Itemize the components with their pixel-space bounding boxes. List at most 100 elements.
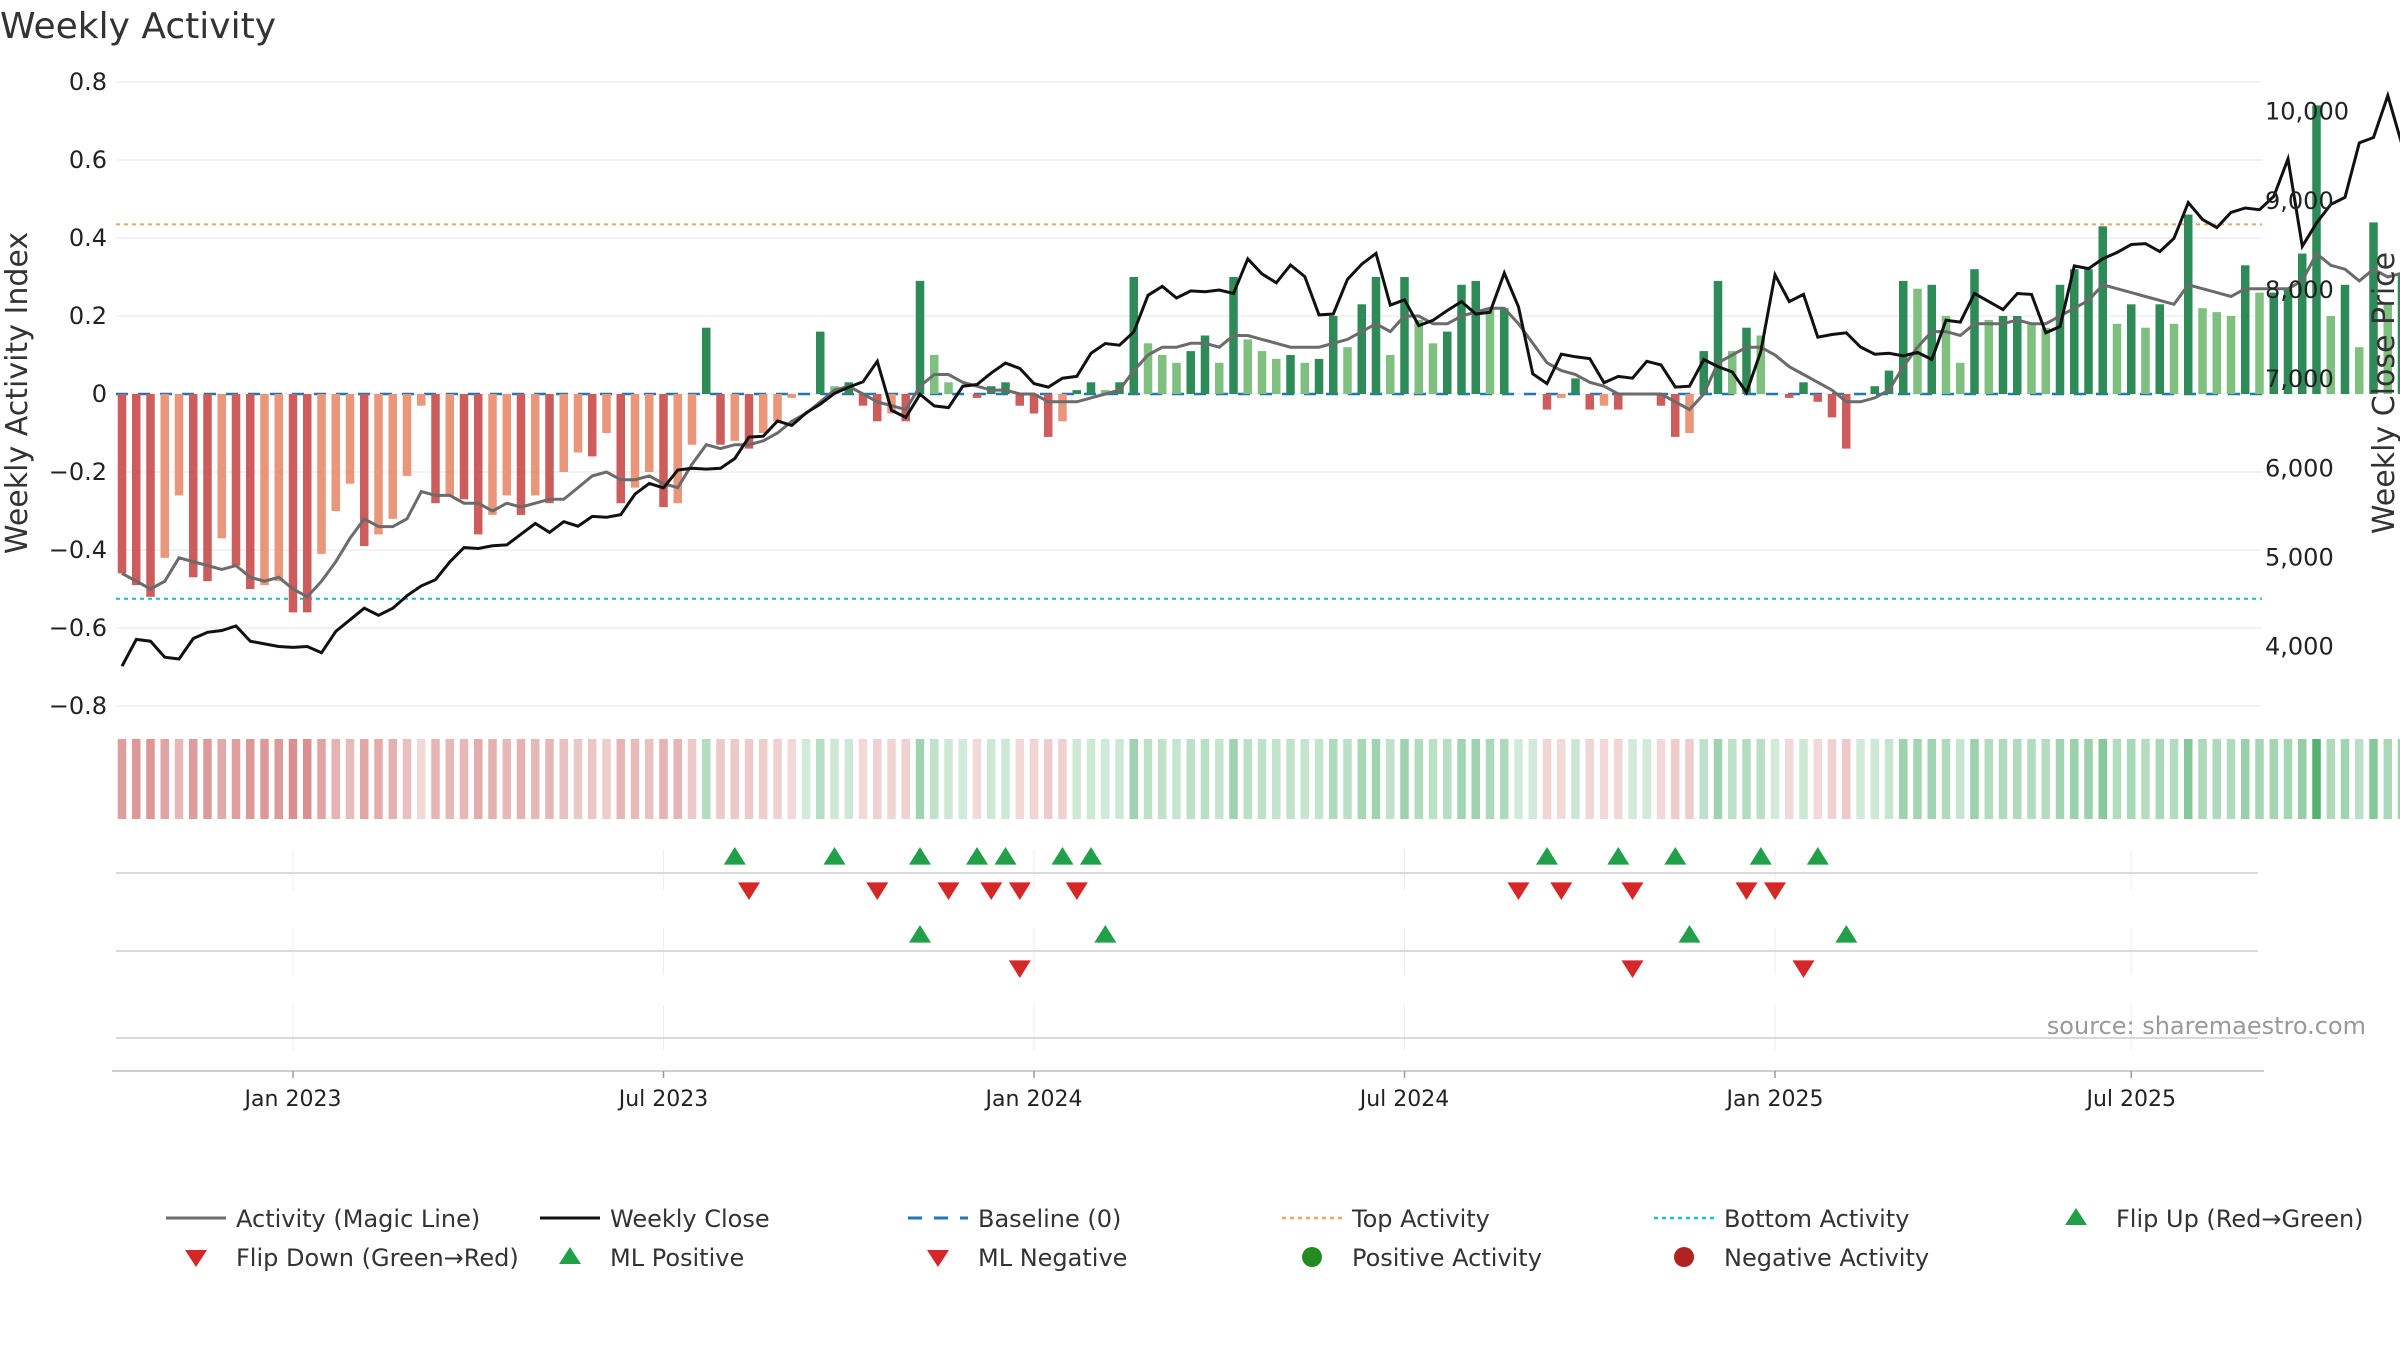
activity-bar: [1799, 382, 1808, 394]
y-axis-ticks: −0.8 −0.6 −0.4 −0.2 0 0.2 0.4 0.6 0.8 4,000 5,000 6…: [49, 68, 2349, 720]
heat-cell: [545, 739, 554, 819]
activity-bar: [1699, 351, 1708, 394]
activity-bar: [887, 394, 896, 414]
heat-cell: [1029, 739, 1039, 819]
heat-cell: [1614, 739, 1623, 819]
activity-bar: [1756, 335, 1765, 394]
legend-label: Activity (Magic Line): [236, 1205, 480, 1233]
activity-bar: [1158, 355, 1167, 394]
activity-bar: [1842, 394, 1851, 449]
heat-cell: [2255, 739, 2264, 819]
activity-bar: [2226, 316, 2236, 394]
heat-cell: [531, 739, 540, 819]
activity-bar: [431, 394, 440, 504]
activity-bar: [1286, 355, 1295, 394]
y-left-tick-label: 0.8: [69, 68, 107, 96]
heat-cell: [2127, 739, 2136, 819]
heat-cell: [1856, 739, 1865, 819]
x-tick-label: Jan 2025: [1725, 1087, 1824, 1112]
heat-cell: [502, 739, 511, 819]
heat-cell: [2098, 739, 2107, 819]
y-right-tick-label: 5,000: [2265, 543, 2334, 571]
flip-down-marker: [937, 882, 960, 900]
legend-swatch-up-triangle: [2065, 1208, 2087, 1225]
heat-cell: [730, 739, 739, 819]
flip-down-marker: [738, 882, 760, 900]
flip-up-marker: [966, 847, 988, 865]
heat-cell: [1243, 739, 1252, 819]
flip-up-marker: [909, 847, 931, 865]
heat-cell: [431, 739, 440, 819]
activity-bar: [174, 394, 184, 496]
heat-cell: [573, 739, 583, 819]
activity-bar: [1357, 304, 1366, 394]
activity-bar: [345, 394, 355, 484]
heat-cell: [901, 739, 910, 819]
activity-bar: [816, 331, 825, 394]
heat-cell: [1329, 739, 1338, 819]
activity-bar: [1956, 362, 1965, 394]
activity-bar: [2141, 327, 2150, 394]
activity-bar: [2084, 269, 2093, 394]
heat-cell: [1400, 739, 1409, 819]
heat-cell: [1086, 739, 1096, 819]
heat-cell: [231, 739, 241, 819]
heat-cell: [2269, 739, 2278, 819]
y-left-tick-label: −0.8: [49, 692, 107, 720]
activity-bar: [1656, 394, 1666, 406]
legend-swatch-positive-dot: [1302, 1247, 1322, 1267]
heat-cell: [317, 739, 326, 819]
heat-cell: [516, 739, 526, 819]
heat-cell: [1314, 739, 1324, 819]
heat-cell: [887, 739, 896, 819]
heat-cell: [972, 739, 982, 819]
activity-bar: [873, 394, 882, 422]
activity-bar: [1685, 394, 1694, 433]
activity-bar: [217, 394, 226, 539]
activity-bar: [474, 394, 483, 535]
activity-bar: [2397, 273, 2400, 394]
heat-cell: [203, 739, 212, 819]
activity-bar: [1614, 394, 1623, 410]
flip-up-marker: [823, 847, 846, 865]
heat-cell: [117, 739, 127, 819]
activity-bar: [502, 394, 511, 496]
y-left-tick-label: 0: [92, 380, 107, 408]
activity-bar: [1557, 394, 1566, 398]
activity-bar: [716, 394, 725, 445]
legend-label: Negative Activity: [1724, 1244, 1929, 1272]
flip-marker-rows: [116, 847, 2258, 1039]
heat-cell: [873, 739, 882, 819]
y-left-tick-label: 0.6: [69, 146, 107, 174]
heat-cell: [459, 739, 469, 819]
heat-cell: [930, 739, 939, 819]
heat-cell: [1799, 739, 1808, 819]
heat-cell: [1158, 739, 1167, 819]
y-left-tick-label: −0.4: [49, 536, 107, 564]
activity-bar: [488, 394, 497, 515]
heat-cell: [1628, 739, 1637, 819]
heat-cell: [2326, 739, 2335, 819]
heat-cell: [716, 739, 725, 819]
activity-bar: [1713, 280, 1723, 394]
heat-cell: [1970, 739, 1979, 819]
heat-cell: [417, 739, 426, 819]
activity-bar: [1200, 335, 1210, 394]
activity-bar: [1044, 394, 1053, 437]
heat-cell: [288, 739, 298, 819]
activity-bar: [260, 394, 269, 586]
flip-down-marker: [1735, 882, 1758, 900]
heat-cell: [2198, 739, 2207, 819]
heat-cell: [174, 739, 184, 819]
heat-cell: [915, 739, 925, 819]
flip-down-marker: [1507, 882, 1530, 900]
activity-bar: [417, 394, 426, 406]
activity-bar: [1086, 382, 1096, 394]
heat-cell: [1272, 739, 1281, 819]
flip-up-marker: [723, 847, 746, 865]
heat-cell: [160, 739, 169, 819]
activity-bar: [1129, 277, 1138, 394]
activity-bar: [858, 394, 868, 406]
heat-cell: [1642, 739, 1651, 819]
